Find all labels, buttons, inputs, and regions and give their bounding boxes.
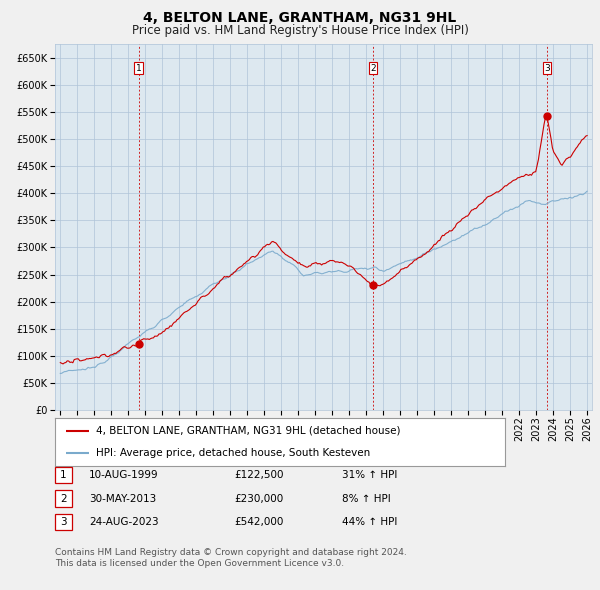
Text: 31% ↑ HPI: 31% ↑ HPI <box>342 470 397 480</box>
Text: 4, BELTON LANE, GRANTHAM, NG31 9HL: 4, BELTON LANE, GRANTHAM, NG31 9HL <box>143 11 457 25</box>
Text: 4, BELTON LANE, GRANTHAM, NG31 9HL (detached house): 4, BELTON LANE, GRANTHAM, NG31 9HL (deta… <box>96 426 400 436</box>
Text: Contains HM Land Registry data © Crown copyright and database right 2024.
This d: Contains HM Land Registry data © Crown c… <box>55 548 407 568</box>
Text: £122,500: £122,500 <box>234 470 284 480</box>
Text: 44% ↑ HPI: 44% ↑ HPI <box>342 517 397 527</box>
Text: Price paid vs. HM Land Registry's House Price Index (HPI): Price paid vs. HM Land Registry's House … <box>131 24 469 37</box>
Text: 24-AUG-2023: 24-AUG-2023 <box>89 517 158 527</box>
Text: £542,000: £542,000 <box>234 517 283 527</box>
Text: HPI: Average price, detached house, South Kesteven: HPI: Average price, detached house, Sout… <box>96 448 370 458</box>
Text: 1: 1 <box>136 64 142 73</box>
Text: 1: 1 <box>60 470 67 480</box>
Text: 3: 3 <box>60 517 67 527</box>
Text: 3: 3 <box>544 64 550 73</box>
Text: £230,000: £230,000 <box>234 494 283 503</box>
Text: 30-MAY-2013: 30-MAY-2013 <box>89 494 156 503</box>
Text: 2: 2 <box>370 64 376 73</box>
Text: 8% ↑ HPI: 8% ↑ HPI <box>342 494 391 503</box>
Text: 10-AUG-1999: 10-AUG-1999 <box>89 470 158 480</box>
Text: 2: 2 <box>60 494 67 503</box>
